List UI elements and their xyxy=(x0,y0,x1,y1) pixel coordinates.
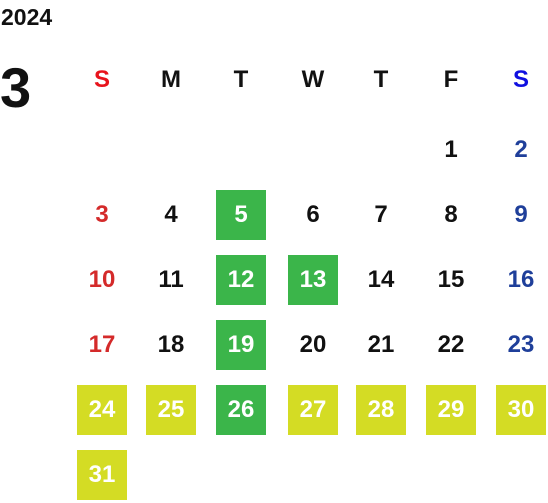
day: 17 xyxy=(88,331,116,358)
day: 29 xyxy=(426,385,476,435)
day: 11 xyxy=(158,266,184,293)
day: 16 xyxy=(507,266,535,293)
day: 23 xyxy=(507,331,535,358)
day: 5 xyxy=(216,190,266,240)
weekday-label: T xyxy=(233,66,249,93)
day: 1 xyxy=(444,136,458,163)
day: 24 xyxy=(77,385,127,435)
day: 18 xyxy=(157,331,185,358)
day: 6 xyxy=(306,201,320,228)
weekday-label: S xyxy=(512,66,529,93)
day: 8 xyxy=(444,201,458,228)
day: 4 xyxy=(164,201,178,228)
day: 28 xyxy=(356,385,406,435)
weekday-label: T xyxy=(373,66,389,93)
day: 13 xyxy=(288,255,338,305)
day: 27 xyxy=(288,385,338,435)
day: 2 xyxy=(514,136,528,163)
day: 20 xyxy=(299,331,327,358)
weekday-label: W xyxy=(301,66,325,93)
day: 12 xyxy=(216,255,266,305)
day: 26 xyxy=(216,385,266,435)
month: 3 xyxy=(0,56,32,119)
day: 19 xyxy=(216,320,266,370)
weekday-label: M xyxy=(161,66,181,93)
day: 7 xyxy=(374,201,388,228)
weekday-label: F xyxy=(443,66,459,93)
day: 30 xyxy=(496,385,546,435)
day: 10 xyxy=(88,266,116,293)
day: 14 xyxy=(367,266,395,293)
day: 31 xyxy=(77,450,127,500)
year: 2024 xyxy=(1,4,53,30)
day: 25 xyxy=(146,385,196,435)
day: 15 xyxy=(437,266,465,293)
day: 21 xyxy=(367,331,395,358)
day: 9 xyxy=(514,201,528,228)
day: 22 xyxy=(437,331,465,358)
weekday-label: S xyxy=(93,66,110,93)
day: 3 xyxy=(95,201,109,228)
